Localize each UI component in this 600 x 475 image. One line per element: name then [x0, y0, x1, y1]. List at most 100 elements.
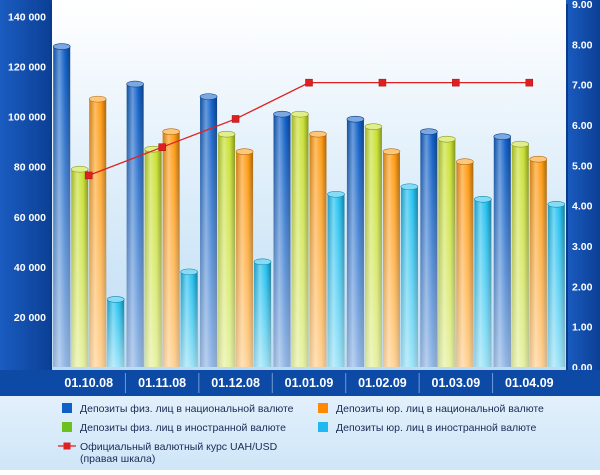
exchange-rate-marker	[158, 143, 166, 151]
left-tick-label: 140 000	[8, 12, 46, 24]
bar-cap	[346, 115, 365, 123]
bar-cap	[438, 135, 456, 143]
bar-cap	[456, 158, 474, 166]
legend-swatch	[62, 422, 72, 432]
bar-cap	[547, 200, 566, 208]
bar-fade	[218, 134, 236, 367]
bar-fade	[53, 46, 71, 367]
bar	[235, 148, 254, 367]
right-tick-label: 4.00	[572, 201, 593, 213]
right-tick-label: 1.00	[572, 322, 593, 334]
bar-fade	[400, 186, 418, 367]
bar-cap	[474, 195, 492, 203]
bar	[217, 130, 236, 367]
bar-cap	[126, 80, 144, 88]
bar-fade	[474, 199, 492, 367]
bar-fade	[71, 169, 89, 367]
legend-swatch	[318, 422, 328, 432]
bar	[420, 128, 438, 367]
bar-fade	[180, 271, 198, 367]
exchange-rate-marker	[231, 115, 240, 123]
left-tick-label: 80 000	[14, 162, 46, 174]
bar-cap	[420, 128, 438, 135]
bar	[474, 195, 492, 367]
bar-fade	[144, 149, 162, 367]
legend-label: Официальный валютный курс UAH/USD	[80, 441, 278, 453]
x-tick-label: 01.12.08	[211, 376, 260, 390]
legend-item: Депозиты физ. лиц в национальной валюте	[62, 403, 294, 415]
bar-fade	[200, 96, 218, 367]
bar	[364, 123, 383, 367]
bar-cap	[364, 123, 383, 130]
bar-fade	[309, 134, 327, 367]
bar	[382, 148, 401, 367]
bar-fade	[364, 126, 382, 367]
bar-fade	[346, 119, 364, 367]
right-tick-label: 8.00	[572, 39, 593, 51]
bar	[199, 93, 218, 367]
legend-item: Депозиты юр. лиц в национальной валюте	[318, 403, 544, 415]
bar-cap	[52, 43, 71, 50]
right-axis-panel	[566, 0, 600, 370]
legend-label: Депозиты физ. лиц в национальной валюте	[80, 403, 294, 415]
bar	[309, 130, 327, 367]
legend-label: Депозиты юр. лиц в иностранной валюте	[336, 422, 537, 434]
exchange-rate-marker	[305, 78, 313, 87]
right-tick-label: 5.00	[572, 160, 593, 172]
bar	[456, 158, 474, 367]
right-tick-label: 7.00	[572, 80, 593, 92]
legend-item: Депозиты юр. лиц в иностранной валюте	[318, 422, 537, 434]
x-tick-label: 01.03.09	[432, 376, 481, 390]
bar-fade	[126, 84, 144, 367]
bar-cap	[70, 165, 89, 173]
legend-marker-swatch	[63, 442, 71, 450]
bar-cap	[162, 128, 180, 135]
bar	[547, 200, 566, 367]
legend-swatch	[62, 403, 72, 413]
legend-label: Депозиты юр. лиц в национальной валюте	[336, 403, 544, 415]
bar	[511, 140, 530, 367]
bar	[180, 268, 198, 367]
bar	[253, 258, 272, 367]
bar	[144, 145, 162, 367]
bar-cap	[253, 258, 272, 266]
bar-fade	[493, 136, 511, 367]
legend-panel	[0, 396, 600, 470]
legend-item: Депозиты физ. лиц в иностранной валюте	[62, 422, 286, 434]
exchange-rate-marker	[84, 171, 93, 180]
legend-label-line2: (правая шкала)	[80, 453, 155, 465]
bar-cap	[88, 95, 107, 103]
bar	[52, 43, 71, 367]
bar-fade	[420, 131, 438, 367]
left-tick-label: 100 000	[8, 112, 46, 124]
right-tick-label: 3.00	[572, 241, 593, 253]
right-tick-label: 2.00	[572, 281, 593, 293]
x-tick-label: 01.02.09	[358, 376, 407, 390]
right-tick-label: 6.00	[572, 120, 593, 132]
bar-cap	[106, 296, 125, 303]
bar-cap	[199, 93, 218, 100]
legend-item: Официальный валютный курс UAH/USD(правая…	[58, 441, 278, 465]
left-tick-label: 20 000	[14, 312, 46, 324]
x-axis-band	[0, 370, 600, 396]
bar-cap	[309, 130, 327, 138]
bar-cap	[382, 148, 401, 156]
bar-cap	[180, 268, 198, 276]
bar-cap	[217, 130, 236, 138]
bar	[346, 115, 365, 367]
exchange-rate-marker	[452, 78, 460, 87]
bar	[88, 95, 107, 367]
bar-fade	[254, 261, 272, 367]
bar-fade	[273, 114, 291, 367]
x-tick-label: 01.10.08	[64, 376, 113, 390]
bar	[327, 190, 345, 367]
right-axis-line	[566, 4, 568, 370]
exchange-rate-marker	[525, 78, 534, 87]
bar-cap	[400, 183, 419, 191]
bar-cap	[511, 140, 530, 148]
bar-fade	[162, 131, 180, 367]
bar-fade	[438, 139, 456, 367]
bar-fade	[327, 194, 345, 367]
